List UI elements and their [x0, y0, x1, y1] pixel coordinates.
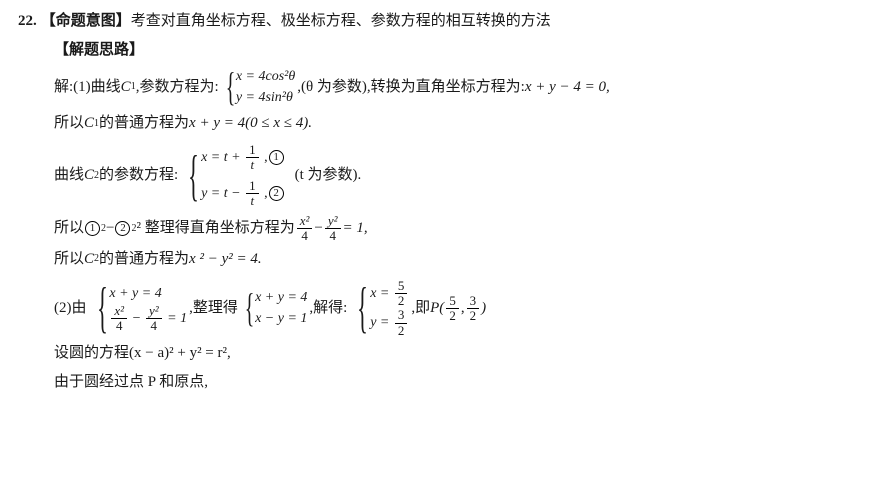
frac-p-3-2: 32 — [467, 294, 480, 324]
p1-mid: ,参数方程为: — [136, 74, 219, 101]
sys4-row1: x + y = 4 — [255, 287, 307, 308]
p1-eq: x + y − 4 = 0, — [525, 74, 610, 101]
p4-mid1: − — [106, 215, 114, 242]
p1-after: ,(θ 为参数),转换为直角坐标方程为: — [297, 74, 525, 101]
frac-1-over-t-b: 1t — [246, 179, 259, 209]
p4-eq1: = 1, — [343, 215, 368, 242]
line-p6: (2)由 { x + y = 4 x²4 − y²4 = 1 ,整理得 { x … — [18, 279, 865, 338]
sys3-row2-eq: = 1 — [167, 311, 187, 326]
p5-eq: x ² − y² = 4. — [189, 246, 262, 273]
circled-2-icon: 2 — [269, 186, 284, 201]
p3-text: 的参数方程: — [99, 162, 178, 189]
line-p1: 解:(1)曲线 C1 ,参数方程为: { x = 4cos²θ y = 4sin… — [18, 66, 865, 108]
line-p2: 所以 C1 的普通方程为 x + y = 4(0 ≤ x ≤ 4). — [18, 110, 865, 137]
sys5-r1-left: x = — [370, 286, 393, 301]
sys5-r2-left: y = — [370, 315, 393, 330]
frac-x2-4-b: x²4 — [111, 304, 127, 334]
frac-y2-4-b: y²4 — [146, 304, 162, 334]
line-p4: 所以 12 − 22 ² 整理得直角坐标方程为 x²4 − y²4 = 1, — [18, 214, 865, 244]
line-p5: 所以 C2 的普通方程为 x ² − y² = 4. — [18, 246, 865, 273]
system-2: { x = t + 1t ,1 y = t − 1t ,2 — [180, 143, 284, 208]
c2-symbol: C — [84, 162, 94, 189]
p4-prefix: 所以 — [54, 215, 84, 242]
purpose-label: 【命题意图】 — [41, 8, 131, 35]
brace-icon: { — [188, 148, 199, 204]
p6-mid1: ,整理得 — [189, 295, 238, 322]
purpose-text: 考查对直角坐标方程、极坐标方程、参数方程的相互转换的方法 — [131, 8, 551, 35]
p1-prefix: 解:(1)曲线 — [54, 74, 121, 101]
sys4-row2: x − y = 1 — [255, 308, 307, 329]
brace-icon: { — [97, 280, 108, 336]
p-comma: , — [461, 295, 465, 322]
p5-prefix: 所以 — [54, 246, 84, 273]
p2-prefix: 所以 — [54, 110, 84, 137]
c2-symbol-2: C — [84, 246, 94, 273]
system-1: { x = 4cos²θ y = 4sin²θ — [221, 66, 296, 108]
p6-close: ) — [481, 295, 486, 322]
p3-after: (t 为参数). — [295, 162, 362, 189]
line-purpose: 22. 【命题意图】 考查对直角坐标方程、极坐标方程、参数方程的相互转换的方法 — [18, 8, 865, 35]
p5-text: 的普通方程为 — [99, 246, 189, 273]
system-3: { x + y = 4 x²4 − y²4 = 1 — [89, 280, 188, 336]
circled-1-icon: 1 — [85, 221, 100, 236]
circled-1-icon: 1 — [269, 150, 284, 165]
line-p8: 由于圆经过点 P 和原点, — [18, 369, 865, 396]
frac-5-2: 52 — [395, 279, 408, 309]
p6-mid2: ,解得: — [309, 295, 347, 322]
question-number: 22. — [18, 8, 37, 35]
sys2-r2-left: y = t − — [201, 186, 241, 201]
p6-prefix: (2)由 — [54, 295, 87, 322]
approach-label: 【解题思路】 — [54, 37, 144, 64]
p8-text: 由于圆经过点 P 和原点, — [54, 369, 208, 396]
line-p3: 曲线 C 2 的参数方程: { x = t + 1t ,1 y = t − 1t … — [18, 143, 865, 208]
system-4: { x + y = 4 x − y = 1 — [240, 287, 308, 329]
point-p: P( — [430, 295, 444, 322]
frac-3-2: 32 — [395, 308, 408, 338]
brace-icon: { — [225, 67, 235, 107]
sys3-row1: x + y = 4 — [109, 283, 187, 304]
circled-2-icon: 2 — [115, 221, 130, 236]
frac-1-over-t-a: 1t — [246, 143, 259, 173]
sys2-r1-left: x = t + — [201, 150, 241, 165]
c1-symbol: C — [121, 74, 131, 101]
c1-symbol-2: C — [84, 110, 94, 137]
system-5: { x = 52 y = 32 — [349, 279, 409, 338]
brace-icon: { — [357, 280, 368, 336]
sys1-row2: y = 4sin²θ — [236, 87, 295, 108]
p2-eq: x + y = 4(0 ≤ x ≤ 4). — [189, 110, 312, 137]
p7-text: 设圆的方程(x − a)² + y² = r², — [54, 340, 231, 367]
p4-minus: − — [314, 215, 322, 242]
frac-y2-4: y²4 — [325, 214, 341, 244]
p6-mid3: ,即 — [411, 295, 430, 322]
brace-icon: { — [245, 288, 255, 328]
p3-prefix: 曲线 — [54, 162, 84, 189]
line-approach: 【解题思路】 — [18, 37, 865, 64]
p4-mid2: ² 整理得直角坐标方程为 — [136, 215, 294, 242]
line-p7: 设圆的方程(x − a)² + y² = r², — [18, 340, 865, 367]
frac-x2-4: x²4 — [297, 214, 313, 244]
sys1-row1: x = 4cos²θ — [236, 66, 295, 87]
frac-p-5-2: 52 — [446, 294, 459, 324]
p2-text: 的普通方程为 — [99, 110, 189, 137]
